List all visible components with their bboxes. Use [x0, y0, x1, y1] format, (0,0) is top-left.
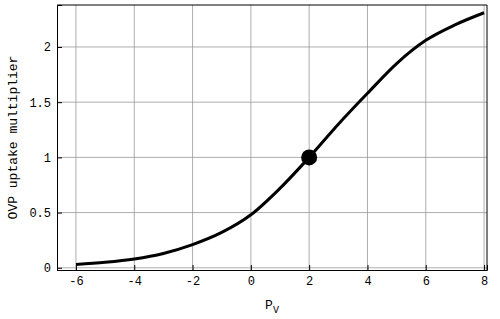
- tick: -4: [128, 265, 142, 289]
- tick: 2: [44, 41, 62, 55]
- point: [301, 149, 317, 165]
- tick-mark: [484, 265, 485, 270]
- tick: 2: [306, 265, 313, 289]
- frame: [57, 5, 487, 6]
- tick-mark: [426, 265, 427, 270]
- grid-line: [57, 212, 487, 213]
- tick-mark: [251, 265, 252, 270]
- grid-line: [250, 5, 251, 270]
- axis-line: [58, 265, 488, 271]
- tick-label: 0: [44, 262, 51, 276]
- grid-line: [57, 46, 487, 47]
- curve: [76, 13, 484, 265]
- grid-line: [367, 5, 368, 270]
- tick-mark: [309, 265, 310, 270]
- tick-label: 0: [248, 275, 255, 289]
- tick-label: 1.5: [29, 97, 51, 111]
- tick: 1: [44, 152, 62, 166]
- tick-label: 2: [306, 275, 313, 289]
- grid-line: [57, 267, 487, 268]
- plot: -6 -4 -2 0 2 4 6 8 0 0.5 1 1.5 2: [29, 5, 488, 289]
- tick-label: 2: [44, 41, 51, 55]
- tick-mark: [57, 157, 62, 158]
- grid-line: [484, 5, 485, 270]
- tick-label: 0.5: [29, 207, 51, 221]
- grid-line: [134, 5, 135, 270]
- grid-line: [425, 5, 426, 270]
- tick-label: 8: [481, 275, 488, 289]
- tick-label: -6: [69, 275, 83, 289]
- tick: 0: [248, 265, 255, 289]
- tick-mark: [57, 213, 62, 214]
- tick-mark: [57, 102, 62, 103]
- tick-label: -2: [186, 275, 200, 289]
- axis-line: [58, 6, 63, 271]
- grid-line: [192, 5, 193, 270]
- grid-line: [57, 157, 487, 158]
- tick: -6: [69, 265, 83, 289]
- x-axis: -6 -4 -2 0 2 4 6 8: [58, 265, 489, 289]
- tick-mark: [193, 265, 194, 270]
- tick-mark: [57, 268, 62, 269]
- frame: [487, 5, 488, 270]
- tick: -2: [186, 265, 200, 289]
- tick-mark: [367, 265, 368, 270]
- tick-label: 4: [364, 275, 371, 289]
- y-axis: 0 0.5 1 1.5 2: [29, 6, 62, 277]
- grid-line: [57, 102, 487, 103]
- tick-mark: [134, 265, 135, 270]
- tick-label: 1: [44, 152, 51, 166]
- tick: 4: [364, 265, 371, 289]
- chart: -6 -4 -2 0 2 4 6 8 0 0.5 1 1.5 2 PV OVP uptake multipl…: [0, 0, 500, 319]
- x-axis-title: PV: [265, 298, 279, 316]
- y-axis-title: OVP uptake multiplier: [6, 56, 21, 220]
- tick-mark: [57, 47, 62, 48]
- tick-label: -4: [128, 275, 142, 289]
- grid-line: [75, 5, 76, 270]
- data: [76, 13, 484, 265]
- tick: 0.5: [29, 207, 62, 221]
- tick: 1.5: [29, 97, 62, 111]
- tick-label: 6: [423, 275, 430, 289]
- grid: [57, 5, 487, 270]
- tick: 0: [44, 262, 62, 276]
- grid-line: [309, 5, 310, 270]
- tick: 6: [423, 265, 430, 289]
